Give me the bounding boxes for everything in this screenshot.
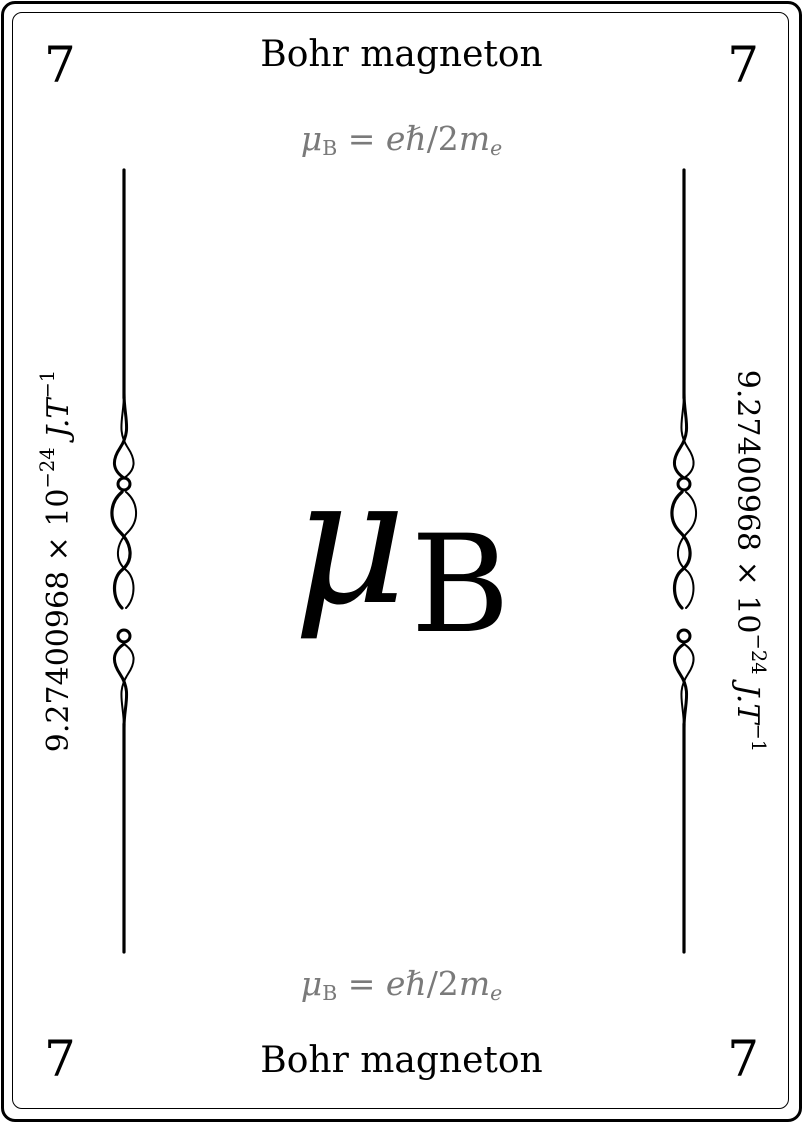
- card-inner-border: [12, 12, 789, 1109]
- value-mantissa: 9.27400968 × 10: [40, 488, 76, 753]
- side-value-right: 9.27400968 × 10−24 J.T−1: [730, 369, 770, 753]
- formula-divide: /2: [426, 964, 459, 1003]
- card-name-top: Bohr magneton: [260, 34, 543, 75]
- formula-mu-subscript: B: [322, 981, 338, 1006]
- scroll-ornament-left-icon: [110, 168, 137, 954]
- formula-bottom: μB = eℏ/2me: [0, 967, 803, 1004]
- side-value-left: 9.27400968 × 10−24 J.T−1: [36, 369, 76, 753]
- center-symbol: μB: [0, 455, 803, 652]
- formula-mu-subscript: B: [322, 136, 338, 161]
- formula-equals: =: [337, 964, 386, 1003]
- value-unit: J.T: [730, 674, 766, 724]
- value-exponent: −24: [36, 447, 60, 489]
- formula-hbar: ℏ: [405, 964, 427, 1003]
- formula-m-subscript: e: [490, 136, 503, 161]
- formula-divide: /2: [426, 119, 459, 158]
- formula-e: e: [385, 119, 406, 158]
- formula-mu: μ: [300, 964, 323, 1003]
- value-mantissa: 9.27400968 × 10: [730, 369, 766, 634]
- card-name-bottom: Bohr magneton: [260, 1040, 543, 1081]
- formula-equals: =: [337, 119, 386, 158]
- corner-rank-top-left: 7: [44, 36, 76, 94]
- formula-e: e: [385, 964, 406, 1003]
- center-symbol-subscript: B: [410, 506, 510, 663]
- corner-rank-bottom-left: 7: [44, 1030, 76, 1088]
- value-unit-exponent: −1: [36, 369, 60, 399]
- formula-mu: μ: [300, 119, 323, 158]
- center-symbol-mu: μ: [293, 441, 407, 644]
- formula-m: m: [458, 119, 491, 158]
- formula-hbar: ℏ: [405, 119, 427, 158]
- formula-top: μB = eℏ/2me: [0, 122, 803, 159]
- formula-m-subscript: e: [490, 981, 503, 1006]
- formula-m: m: [458, 964, 491, 1003]
- corner-rank-bottom-right: 7: [727, 1030, 759, 1088]
- value-unit: J.T: [40, 398, 76, 448]
- value-unit-exponent: −1: [746, 723, 770, 753]
- value-exponent: −24: [746, 633, 770, 675]
- corner-rank-top-right: 7: [727, 36, 759, 94]
- scroll-ornament-right-icon: [670, 168, 697, 954]
